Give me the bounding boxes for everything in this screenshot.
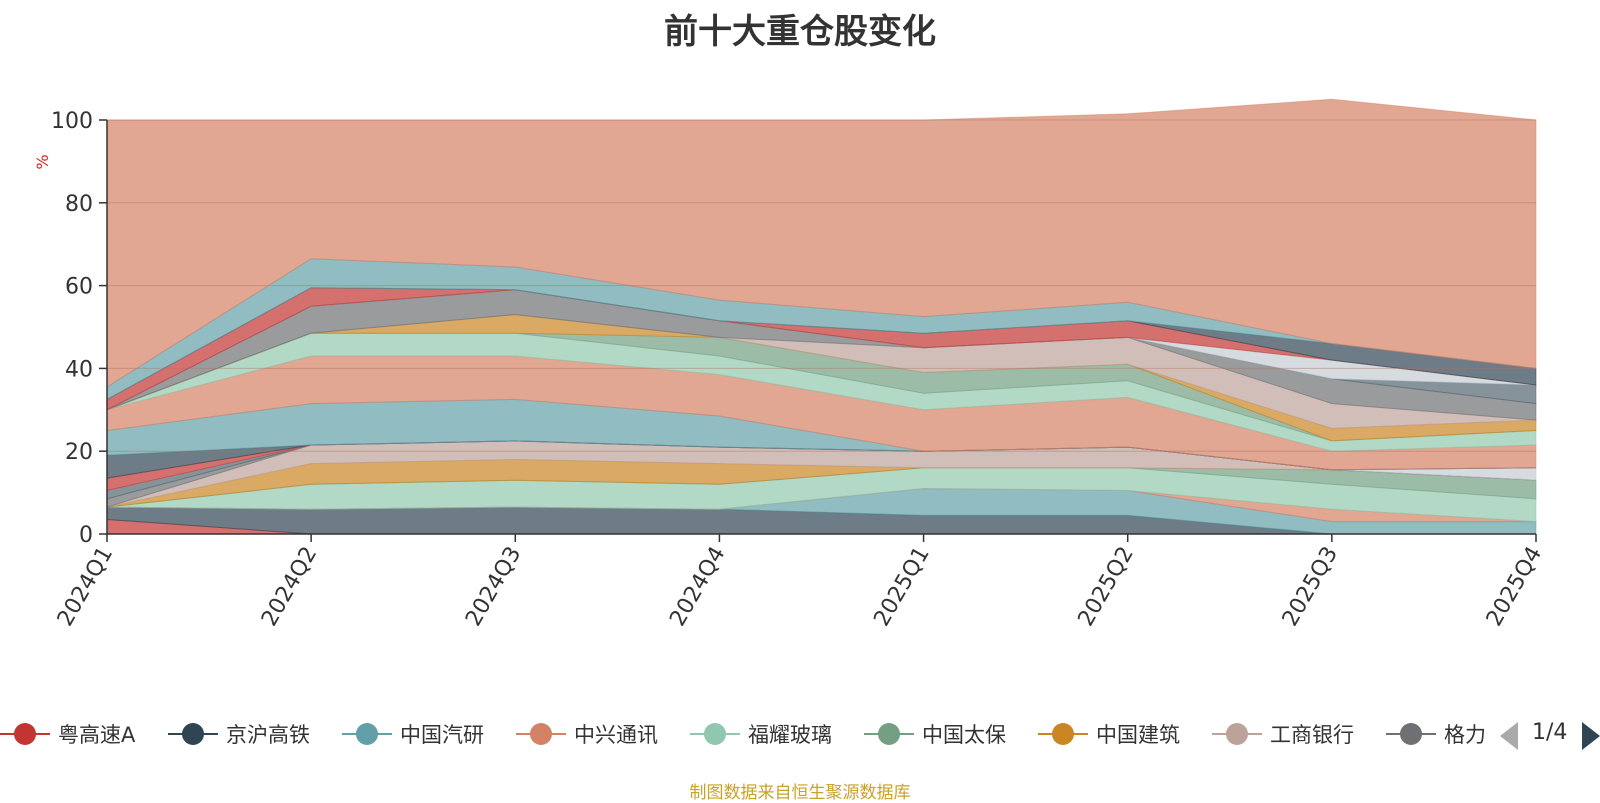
legend-label: 格力电器 bbox=[1444, 723, 1484, 747]
x-tick-label: 2024Q1 bbox=[53, 543, 118, 631]
legend-page-indicator: 1/4 bbox=[1532, 720, 1568, 745]
y-axis-label: % bbox=[33, 154, 52, 169]
x-tick-label: 2024Q4 bbox=[665, 543, 730, 631]
stacked-areas bbox=[106, 98, 1537, 535]
legend-pager: 1/4 bbox=[1500, 714, 1600, 754]
legend-label: 中兴通讯 bbox=[574, 723, 658, 747]
y-tick-label: 80 bbox=[65, 192, 93, 217]
legend-label: 工商银行 bbox=[1270, 723, 1354, 747]
legend-label: 中国太保 bbox=[922, 723, 1006, 747]
legend-label: 中国汽研 bbox=[400, 723, 484, 747]
y-tick-label: 0 bbox=[79, 523, 93, 548]
area-chart: 0 20 40 60 80 100 2024Q1 2024Q2 2024Q3 2024Q4 2025… bbox=[33, 98, 1547, 631]
legend-marker-icon bbox=[168, 723, 218, 745]
source-note: 制图数据来自恒生聚源数据库 bbox=[689, 783, 911, 803]
legend-item[interactable]: 粤高速A bbox=[0, 714, 135, 754]
legend-item[interactable]: 格力电器 bbox=[1386, 714, 1484, 754]
area-series-26 bbox=[106, 98, 1537, 388]
x-tick-label: 2025Q2 bbox=[1074, 543, 1139, 631]
x-tick-label: 2025Q4 bbox=[1482, 543, 1547, 631]
legend-marker-icon bbox=[0, 723, 50, 745]
legend-item[interactable]: 工商银行 bbox=[1212, 714, 1354, 754]
x-tick-label: 2024Q2 bbox=[257, 543, 322, 631]
legend-item[interactable]: 京沪高铁 bbox=[168, 714, 310, 754]
legend-item[interactable]: 中国汽研 bbox=[342, 714, 484, 754]
legend-marker-icon bbox=[1386, 723, 1436, 745]
legend-label: 中国建筑 bbox=[1096, 723, 1180, 747]
gridlines bbox=[107, 119, 1536, 452]
legend-label: 福耀玻璃 bbox=[748, 723, 832, 747]
x-tick-label: 2025Q3 bbox=[1278, 543, 1343, 631]
legend-marker-icon bbox=[690, 723, 740, 745]
legend-item[interactable]: 福耀玻璃 bbox=[690, 714, 832, 754]
legend-item[interactable]: 中国太保 bbox=[864, 714, 1006, 754]
legend-marker-icon bbox=[342, 723, 392, 745]
legend-items: 粤高速A 京沪高铁 中国汽研 中兴通讯 福耀玻璃 中国太保 中国建筑 工商银行 格力电器 bbox=[0, 714, 1484, 754]
legend-next-page-button[interactable] bbox=[1582, 722, 1600, 750]
legend-marker-icon bbox=[1212, 723, 1262, 745]
y-tick-label: 40 bbox=[65, 357, 93, 382]
legend-marker-icon bbox=[1038, 723, 1088, 745]
legend-item[interactable]: 中兴通讯 bbox=[516, 714, 658, 754]
x-tick-label: 2024Q3 bbox=[461, 543, 526, 631]
chart-title: 前十大重仓股变化 bbox=[664, 12, 936, 52]
legend-label: 京沪高铁 bbox=[226, 723, 310, 747]
x-tick-label: 2025Q1 bbox=[869, 543, 934, 631]
y-tick-label: 100 bbox=[51, 109, 93, 134]
y-tick-label: 20 bbox=[65, 440, 93, 465]
legend-prev-page-button[interactable] bbox=[1500, 722, 1518, 750]
legend: 粤高速A 京沪高铁 中国汽研 中兴通讯 福耀玻璃 中国太保 中国建筑 工商银行 格力电器 1/4 bbox=[0, 714, 1600, 754]
legend-marker-icon bbox=[516, 723, 566, 745]
legend-label: 粤高速A bbox=[58, 723, 136, 747]
legend-item[interactable]: 中国建筑 bbox=[1038, 714, 1180, 754]
legend-marker-icon bbox=[864, 723, 914, 745]
y-tick-label: 60 bbox=[65, 275, 93, 300]
